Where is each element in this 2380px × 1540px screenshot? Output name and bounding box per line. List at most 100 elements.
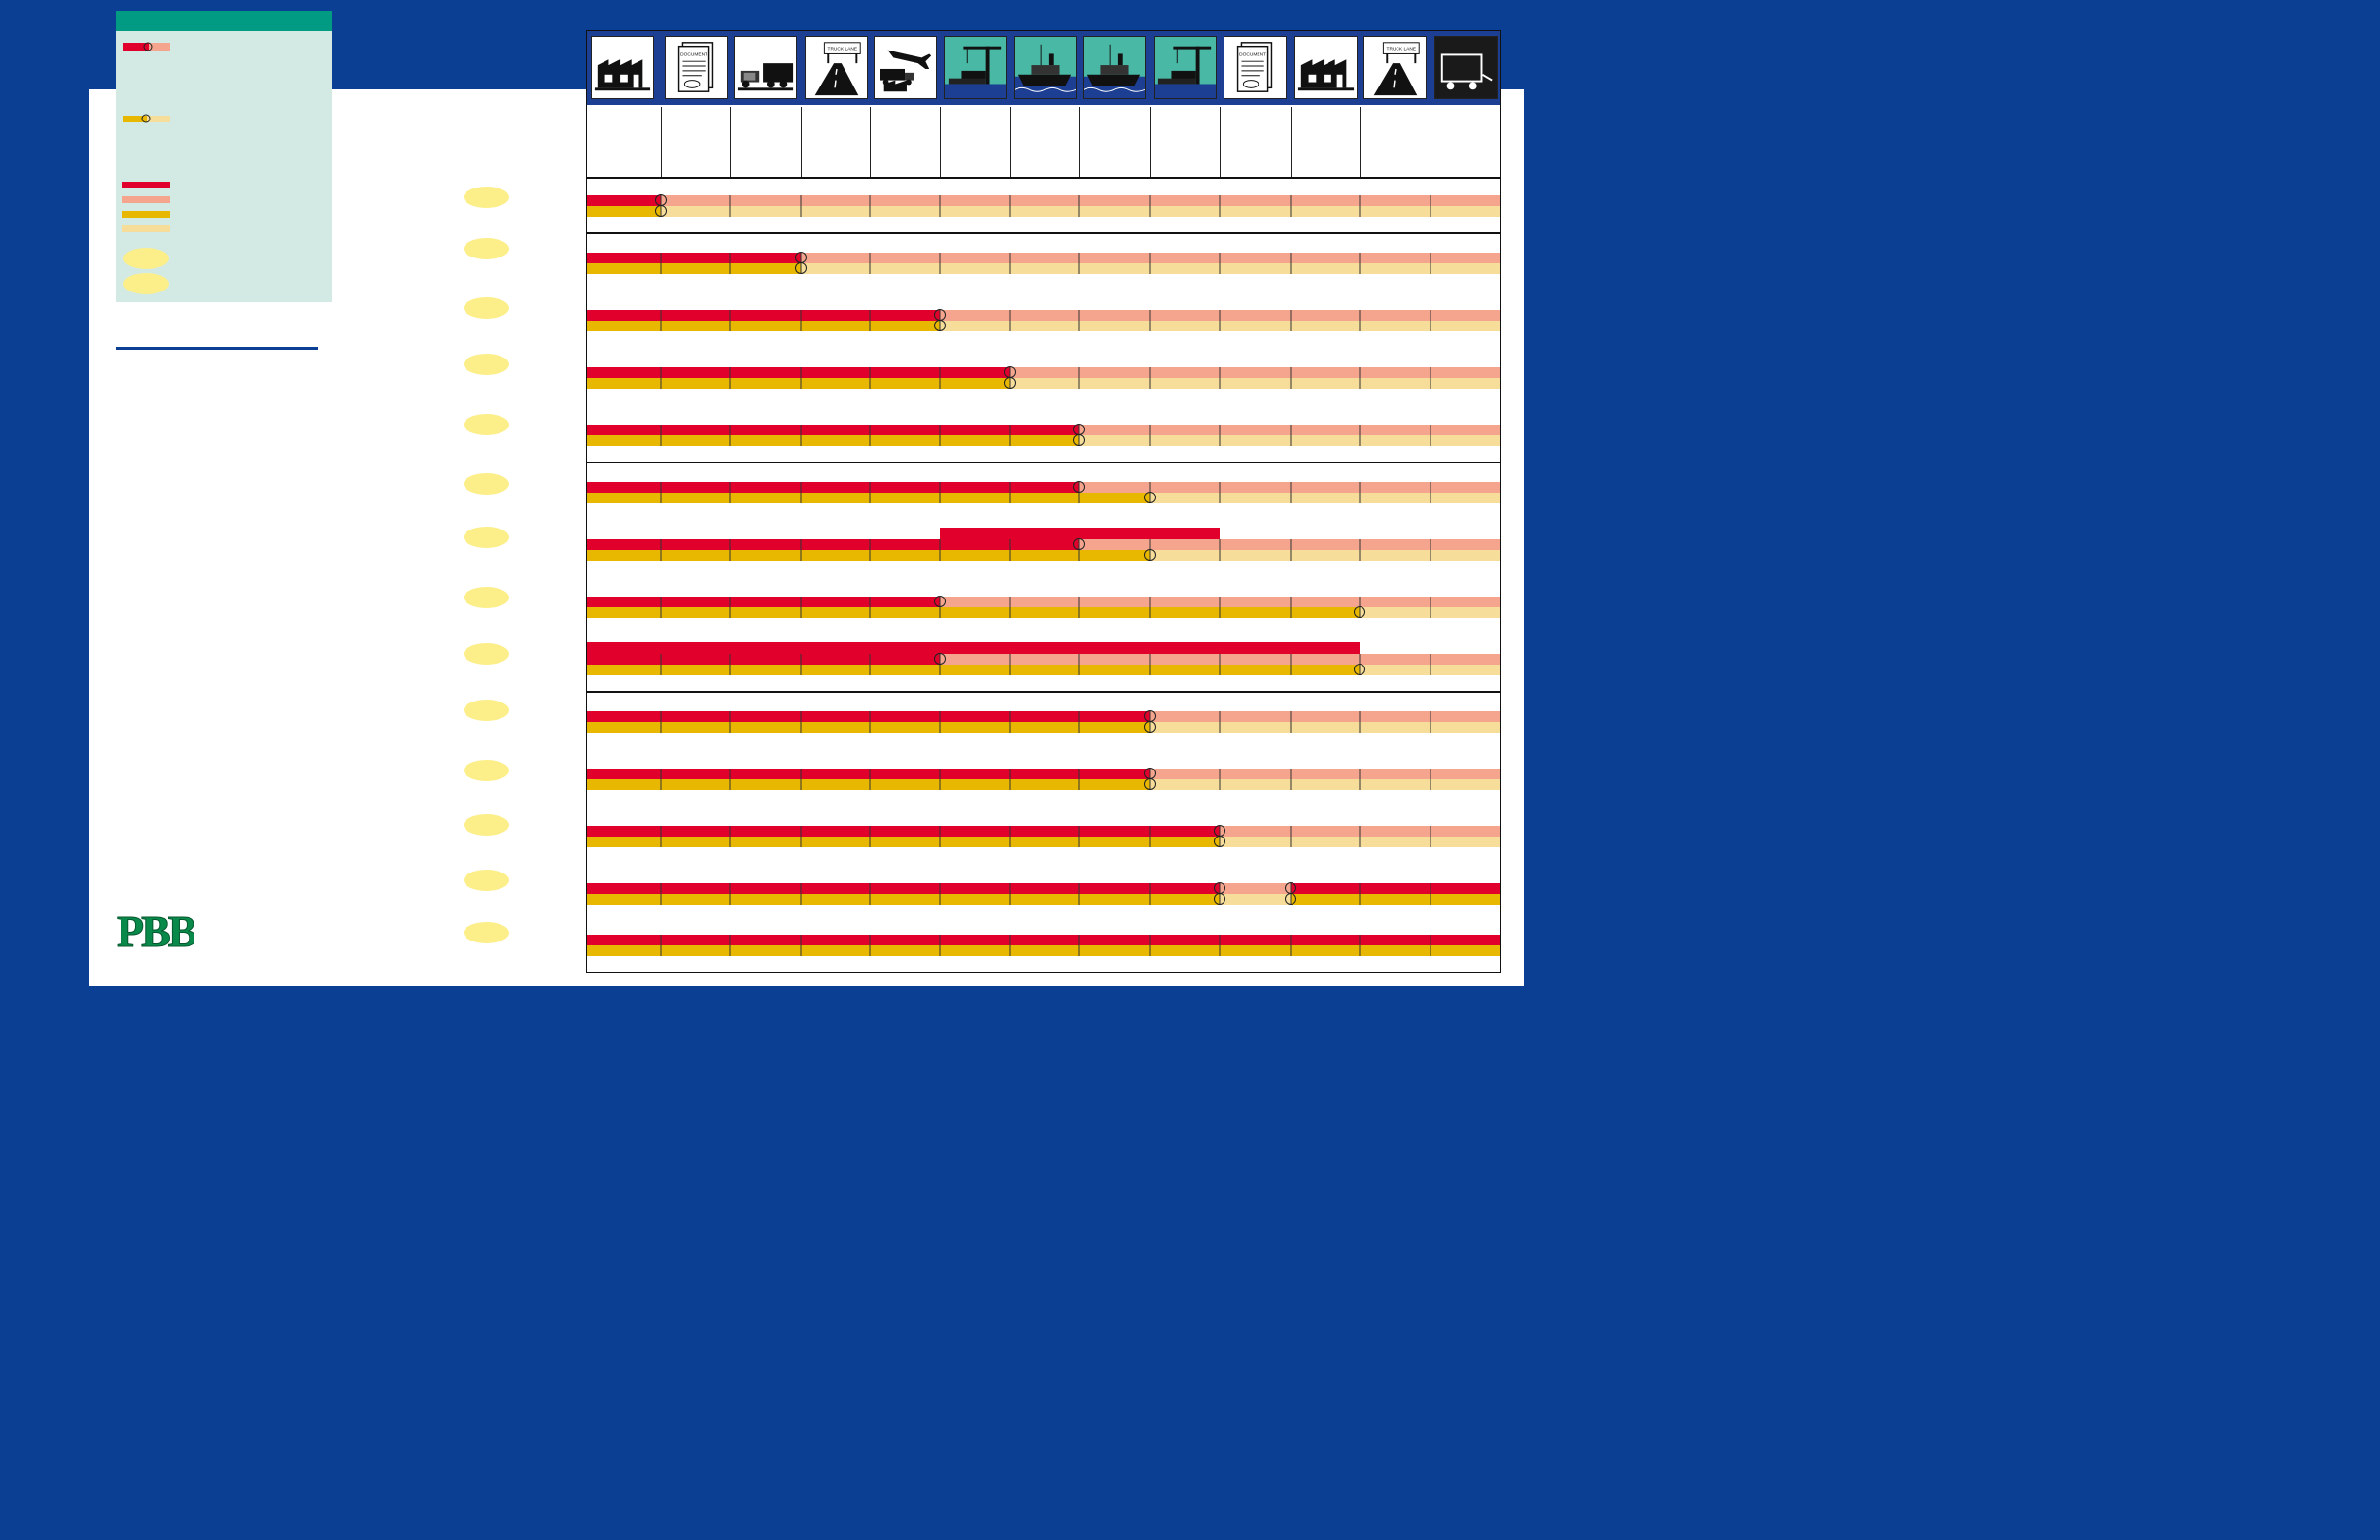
column-divider: [1150, 107, 1151, 177]
risk-bar-seller: [587, 378, 1010, 389]
cost-bar-seller: [587, 711, 1150, 722]
legend-header: [116, 11, 332, 31]
row-marker-oval: [464, 414, 509, 435]
risk-bar-seller: [587, 607, 1360, 618]
row-marker-oval: [464, 354, 509, 375]
risk-transfer-point: [1354, 606, 1365, 618]
row-marker-oval: [464, 643, 509, 665]
cost-extension-bar: [587, 642, 1360, 654]
document-icon: DOCUMENT: [1224, 36, 1287, 99]
column-divider: [870, 107, 871, 177]
row-marker-oval: [464, 527, 509, 548]
cost-bar-seller: [587, 883, 1220, 894]
cost-bar-seller: [587, 367, 1010, 378]
pbb-logo: PBB: [117, 907, 201, 957]
cost-transfer-point: [1073, 481, 1085, 493]
column-divider: [940, 107, 941, 177]
cost-bar-seller: [587, 253, 801, 263]
trailer-icon: [1434, 36, 1498, 99]
ship-icon: [1083, 36, 1146, 99]
factory-icon: [591, 36, 654, 99]
risk-bar-seller: [587, 945, 1500, 956]
svg-text:DOCUMENT: DOCUMENT: [1239, 51, 1266, 57]
column-divider: [730, 107, 731, 177]
truck-lane-icon: TRUCK LANE: [805, 36, 868, 99]
risk-bar-seller: [587, 722, 1150, 733]
cost-bar-buyer: [1079, 425, 1500, 435]
cost-bar-seller: [587, 597, 940, 607]
legend-marker-oval: [123, 248, 169, 269]
column-divider: [1220, 107, 1221, 177]
risk-transfer-point: [1144, 492, 1156, 503]
cost-transfer-point: [934, 653, 946, 665]
row-marker-oval: [464, 297, 509, 319]
risk-transfer-point: [1144, 778, 1156, 790]
cost-bar-buyer: [801, 253, 1500, 263]
risk-transfer-point: [655, 205, 667, 217]
truck-trailer-icon: [734, 36, 797, 99]
ship-icon: [1014, 36, 1077, 99]
truck-lane-icon: TRUCK LANE: [1363, 36, 1427, 99]
legend-divider: [116, 347, 318, 350]
cost-bar-seller: [587, 654, 940, 665]
risk-transfer-point: [1073, 434, 1085, 446]
risk-bar-seller: [587, 665, 1360, 675]
risk-transfer-point: [1144, 721, 1156, 733]
row-marker-oval: [464, 814, 509, 836]
risk-bar-seller-resume: [1291, 894, 1500, 905]
cost-extension-bar: [940, 528, 1220, 539]
legend-swatches: [122, 42, 170, 232]
cost-bar-buyer: [1150, 711, 1500, 722]
risk-bar-buyer: [1010, 378, 1500, 389]
risk-bar-buyer: [1150, 550, 1500, 561]
cost-bar-seller-resume: [1291, 883, 1500, 894]
row-marker-oval: [464, 700, 509, 721]
column-divider: [801, 107, 802, 177]
risk-bar-seller: [587, 206, 661, 217]
legend-cost-transfer-point: [143, 42, 153, 51]
cost-bar-seller: [587, 826, 1220, 837]
risk-bar-buyer: [1150, 722, 1500, 733]
column-divider: [1360, 107, 1361, 177]
column-divider: [1291, 107, 1292, 177]
risk-bar-buyer: [1079, 435, 1500, 446]
risk-bar-seller: [587, 894, 1220, 905]
cost-bar-seller: [587, 195, 661, 206]
svg-text:DOCUMENT: DOCUMENT: [680, 51, 707, 57]
risk-bar-buyer: [661, 206, 1500, 217]
cost-bar-seller: [587, 425, 1079, 435]
port-crane-icon: [1154, 36, 1217, 99]
legend-swatch-cost-light: [122, 196, 170, 203]
legend-box: [116, 11, 332, 302]
risk-transfer-point: [1214, 836, 1225, 847]
factory-icon: [1294, 36, 1358, 99]
cost-bar-buyer: [661, 195, 1500, 206]
column-divider: [661, 107, 662, 177]
risk-bar-seller: [587, 435, 1079, 446]
incoterms-chart: DOCUMENT TRUCK LANE DOCUMENT TRUCK LANE: [586, 30, 1501, 973]
risk-bar-buyer: [1150, 779, 1500, 790]
cost-bar-buyer: [1079, 539, 1500, 550]
risk-bar-seller: [587, 550, 1150, 561]
risk-transfer-point: [934, 320, 946, 331]
column-divider: [1079, 107, 1080, 177]
legend-swatch-risk-light: [122, 225, 170, 232]
risk-bar-seller: [587, 321, 940, 331]
risk-bar-seller: [587, 837, 1220, 847]
cost-bar-seller: [587, 310, 940, 321]
cost-bar-seller: [587, 539, 1079, 550]
risk-transfer-point: [1144, 549, 1156, 561]
risk-bar-seller: [587, 263, 801, 274]
row-marker-oval: [464, 587, 509, 608]
risk-bar-buyer: [801, 263, 1500, 274]
risk-transfer-point: [795, 262, 807, 274]
legend-cost-bar-light: [149, 43, 170, 51]
legend-risk-transfer-point: [141, 114, 151, 123]
cost-transfer-point: [1073, 538, 1085, 550]
risk-bar-buyer-gap: [1220, 894, 1291, 905]
row-marker-oval: [464, 238, 509, 259]
cost-bar-seller: [587, 482, 1079, 493]
risk-bar-buyer: [1150, 493, 1500, 503]
document-icon: DOCUMENT: [665, 36, 728, 99]
header-separator: [587, 177, 1500, 179]
